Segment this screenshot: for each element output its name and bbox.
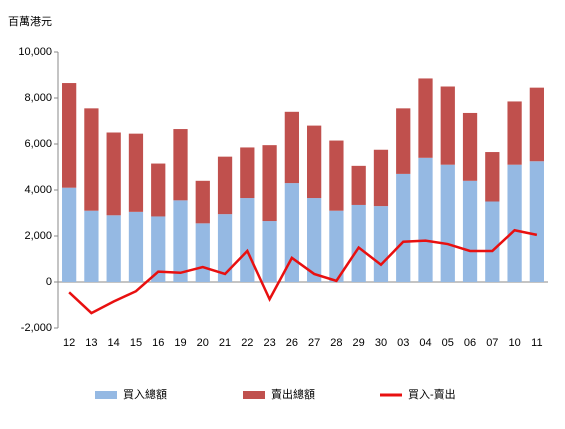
x-tick-label: 20 [197, 337, 209, 349]
bar [307, 198, 322, 282]
bar [62, 83, 77, 188]
bar [195, 223, 210, 282]
bar [151, 216, 166, 282]
bar [84, 108, 99, 211]
bar [217, 156, 233, 215]
x-tick-label: 04 [419, 337, 431, 349]
x-tick-label: 15 [130, 337, 142, 349]
bar [284, 183, 299, 282]
bar [351, 165, 366, 205]
bar [307, 125, 322, 199]
y-tick-label: 8,000 [24, 92, 52, 104]
bar [485, 201, 500, 282]
bar [529, 87, 544, 162]
y-tick-label: 6,000 [24, 138, 52, 150]
bar [373, 149, 389, 207]
bar [173, 129, 188, 201]
x-tick-label: 11 [531, 337, 542, 349]
bar [485, 152, 500, 202]
bar [329, 210, 344, 282]
bar [462, 180, 478, 282]
y-axis-label: 百萬港元 [8, 15, 52, 28]
bar [195, 180, 210, 224]
x-tick-label: 30 [375, 337, 387, 349]
x-tick-label: 26 [286, 337, 298, 349]
bar [240, 198, 255, 282]
y-tick-label: 4,000 [24, 184, 52, 196]
bar [106, 215, 121, 282]
bar [173, 200, 188, 282]
bar [262, 145, 277, 222]
bar [128, 211, 144, 282]
bar [240, 147, 255, 199]
x-tick-label: 16 [152, 337, 164, 349]
bar [284, 111, 299, 184]
bar [351, 204, 366, 282]
legend-label: 買入-賣出 [408, 387, 456, 401]
bar [396, 108, 411, 174]
bar [84, 210, 99, 282]
legend-label: 賣出總額 [271, 387, 315, 401]
y-tick-label: 0 [46, 276, 52, 288]
x-tick-label: 21 [219, 337, 231, 349]
bar [396, 173, 411, 282]
bar [62, 187, 77, 282]
x-tick-label: 28 [330, 337, 342, 349]
x-tick-label: 13 [85, 337, 97, 349]
x-tick-label: 23 [263, 337, 275, 349]
bar [151, 163, 166, 217]
y-tick-label: 2,000 [24, 230, 52, 242]
x-tick-label: 07 [486, 337, 498, 349]
x-tick-label: 29 [353, 337, 365, 349]
x-tick-label: 03 [397, 337, 409, 349]
x-tick-label: 06 [464, 337, 476, 349]
x-tick-label: 14 [108, 337, 120, 349]
y-tick-label: 10,000 [18, 46, 52, 58]
bar [440, 86, 455, 165]
bar [418, 157, 433, 282]
x-tick-label: 27 [308, 337, 320, 349]
bar [373, 206, 389, 282]
bar [440, 164, 455, 282]
bar [128, 133, 144, 212]
y-tick-label: -2,000 [21, 322, 52, 334]
legend-swatch [95, 391, 117, 399]
bar [529, 161, 544, 282]
bar [217, 214, 233, 282]
x-tick-label: 10 [508, 337, 520, 349]
bar [462, 112, 478, 181]
bar [507, 164, 522, 282]
bar [418, 78, 433, 158]
legend-label: 買入總額 [123, 387, 167, 401]
x-tick-label: 12 [63, 337, 75, 349]
x-tick-label: 22 [241, 337, 253, 349]
line [68, 228, 538, 315]
bar [262, 221, 277, 282]
x-tick-label: 05 [442, 337, 454, 349]
legend-swatch [243, 391, 265, 399]
bar [106, 132, 121, 216]
bar [329, 140, 344, 211]
bar [507, 101, 522, 165]
x-tick-label: 19 [174, 337, 186, 349]
